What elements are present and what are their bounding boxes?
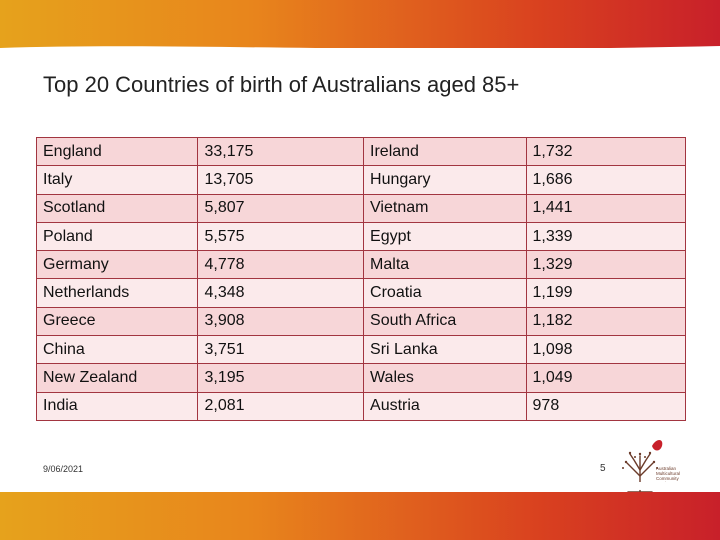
table-row: Netherlands 4,348 Croatia 1,199	[35, 278, 687, 308]
cell-country-left: England	[35, 136, 199, 167]
table-row: India 2,081 Austria 978	[35, 391, 687, 421]
table-row: New Zealand 3,195 Wales 1,049	[35, 363, 687, 393]
cell-count-right: 1,098	[525, 335, 687, 365]
cell-count-left: 4,348	[197, 278, 365, 308]
cell-count-right: 1,732	[525, 136, 687, 167]
slide-title: Top 20 Countries of birth of Australians…	[43, 72, 520, 97]
cell-count-left: 2,081	[197, 391, 365, 421]
cell-country-right: Wales	[363, 363, 527, 393]
table-row: China 3,751 Sri Lanka 1,098	[35, 335, 687, 365]
cell-count-right: 1,199	[525, 278, 687, 308]
cell-country-left: Poland	[35, 221, 199, 252]
table-row: Scotland 5,807 Vietnam 1,441	[35, 193, 687, 223]
table-row: England 33,175 Ireland 1,732	[35, 136, 687, 167]
cell-count-right: 1,441	[525, 193, 687, 223]
table-row: Germany 4,778 Malta 1,329	[35, 250, 687, 280]
footer-wave	[0, 482, 720, 492]
cell-country-left: Italy	[35, 165, 199, 195]
cell-country-right: Egypt	[363, 221, 527, 252]
cell-country-left: Germany	[35, 250, 199, 280]
cell-count-left: 5,575	[197, 221, 365, 252]
slide-date: 9/06/2021	[43, 464, 84, 474]
cell-country-right: South Africa	[363, 306, 527, 337]
cell-country-right: Ireland	[363, 136, 527, 167]
cell-count-left: 3,751	[197, 335, 365, 365]
table-row: Italy 13,705 Hungary 1,686	[35, 165, 687, 195]
cell-country-left: New Zealand	[35, 363, 199, 393]
cell-count-right: 1,182	[525, 306, 687, 337]
cell-country-right: Vietnam	[363, 193, 527, 223]
cell-count-left: 3,908	[197, 306, 365, 337]
cell-count-left: 5,807	[197, 193, 365, 223]
cell-count-left: 3,195	[197, 363, 365, 393]
cell-count-left: 33,175	[197, 136, 365, 167]
page-number: 5	[600, 463, 606, 474]
header-wave	[0, 46, 720, 56]
cell-country-left: Greece	[35, 306, 199, 337]
cell-country-left: Netherlands	[35, 278, 199, 308]
cell-count-right: 1,339	[525, 221, 687, 252]
cell-count-right: 1,686	[525, 165, 687, 195]
cell-count-right: 1,049	[525, 363, 687, 393]
cell-country-right: Malta	[363, 250, 527, 280]
tree-icon	[622, 440, 663, 493]
countries-table: England 33,175 Ireland 1,732 Italy 13,705 Hung…	[35, 136, 687, 421]
cell-count-left: 13,705	[197, 165, 365, 195]
footer-band	[0, 492, 720, 540]
cell-country-right: Sri Lanka	[363, 335, 527, 365]
cell-count-left: 4,778	[197, 250, 365, 280]
header-band	[0, 0, 720, 48]
cell-count-right: 978	[525, 391, 687, 421]
table-row: Poland 5,575 Egypt 1,339	[35, 221, 687, 252]
cell-country-left: India	[35, 391, 199, 421]
cell-country-right: Hungary	[363, 165, 527, 195]
cell-country-right: Austria	[363, 391, 527, 421]
cell-country-left: Scotland	[35, 193, 199, 223]
cell-count-right: 1,329	[525, 250, 687, 280]
cell-country-left: China	[35, 335, 199, 365]
table-row: Greece 3,908 South Africa 1,182	[35, 306, 687, 337]
cell-country-right: Croatia	[363, 278, 527, 308]
